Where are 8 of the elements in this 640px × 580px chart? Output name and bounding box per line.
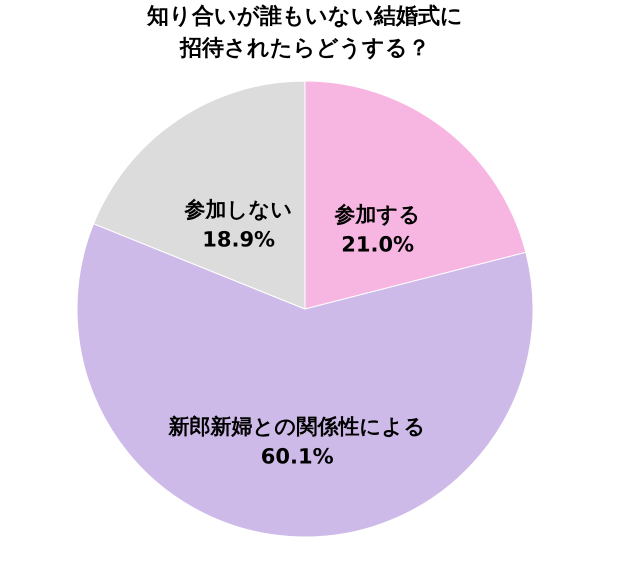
- slice-label: 新郎新婦との関係性による: [168, 414, 426, 438]
- data-label: 18.9%: [202, 228, 276, 252]
- text: 知り合いが誰もいない結婚式に: [147, 4, 463, 29]
- slice-label: 参加しない: [184, 198, 293, 222]
- data-label: 60.1%: [260, 444, 334, 468]
- slice-label: 参加する: [334, 202, 421, 226]
- text: 招待されたらどうする？: [180, 36, 430, 61]
- data-label: 21.0%: [341, 232, 414, 256]
